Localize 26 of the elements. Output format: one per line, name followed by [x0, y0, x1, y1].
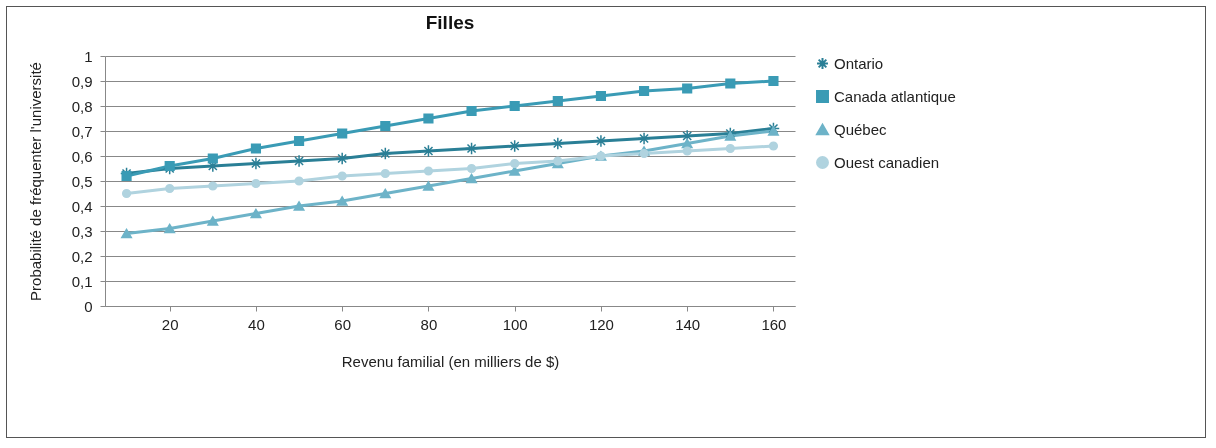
y-tick-label: 0,4 [71, 197, 93, 215]
x-axis-title: Revenu familial (en milliers de $) [341, 352, 560, 370]
x-tick-label: 80 [420, 315, 438, 333]
y-tick-label: 1 [84, 47, 93, 65]
legend-label: Québec [834, 120, 888, 138]
y-tick-label: 0 [84, 297, 93, 315]
legend-label: Canada atlantique [834, 87, 956, 105]
x-tick-label: 60 [334, 315, 352, 333]
x-tick-label: 160 [761, 315, 787, 333]
x-tick-label: 100 [502, 315, 528, 333]
y-tick-label: 0,5 [71, 172, 93, 190]
x-tick-label: 140 [675, 315, 701, 333]
y-tick-label: 0,3 [71, 222, 93, 240]
x-tick-label: 120 [588, 315, 614, 333]
x-tick-label: 40 [248, 315, 265, 333]
y-tick-label: 0,7 [71, 122, 93, 140]
y-tick-label: 0,6 [71, 147, 93, 165]
chart-title: Filles [425, 12, 475, 33]
y-axis-title: Probabilité de fréquenter l'université [26, 62, 44, 301]
y-tick-label: 0,8 [71, 97, 93, 115]
y-tick-label: 0,9 [71, 72, 93, 90]
legend-label: Ouest canadien [834, 153, 940, 171]
legend-label: Ontario [834, 54, 884, 72]
y-tick-label: 0,2 [71, 247, 93, 265]
y-tick-label: 0,1 [71, 272, 93, 290]
x-tick-label: 20 [161, 315, 179, 333]
